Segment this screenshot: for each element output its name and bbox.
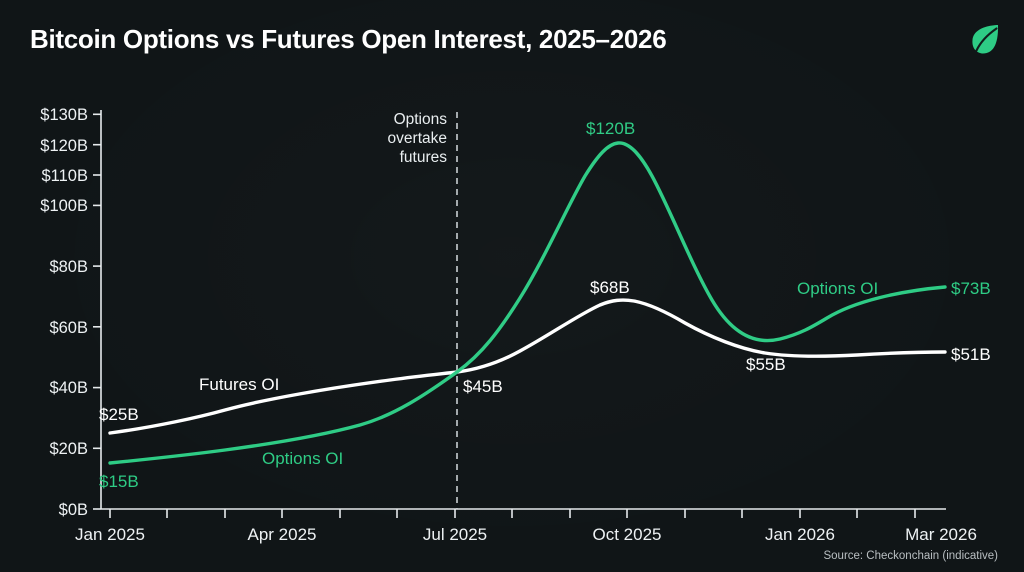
y-tick-label-130: $130B <box>40 106 88 124</box>
futures-oi-line <box>108 298 947 435</box>
overtake-note-line-2: overtake <box>388 130 447 147</box>
data-label-futures-trough: $55B <box>746 355 786 374</box>
options-oi-inline-label-left: Options OI <box>262 449 343 468</box>
data-label-futures-start: $25B <box>99 405 139 424</box>
futures-oi-inline-label: Futures OI <box>199 375 279 394</box>
options-oi-line <box>108 141 947 465</box>
data-label-options-start: $15B <box>99 472 139 491</box>
page-title: Bitcoin Options vs Futures Open Interest… <box>30 24 667 54</box>
x-tick-label-jul-2025: Jul 2025 <box>423 525 487 544</box>
overtake-note-line-1: Options <box>394 111 448 128</box>
y-tick-marks <box>93 113 101 510</box>
x-tick-label-oct-2025: Oct 2025 <box>593 525 662 544</box>
overtake-note-line-3: futures <box>400 149 448 166</box>
options-oi-inline-label-right: Options OI <box>797 279 878 298</box>
y-tick-label-100: $100B <box>40 197 88 215</box>
leaf-icon <box>972 25 999 54</box>
source-caption: Source: Checkonchain (indicative) <box>823 550 998 562</box>
data-label-options-peak: $120B <box>586 119 635 138</box>
x-tick-marks <box>109 509 916 518</box>
data-label-futures-peak: $68B <box>590 278 630 297</box>
y-tick-label-20: $20B <box>49 440 88 458</box>
x-tick-label-jan-2025: Jan 2025 <box>75 525 145 544</box>
x-tick-label-jan-2026: Jan 2026 <box>765 525 835 544</box>
y-tick-label-0: $0B <box>59 501 88 519</box>
data-label-crossover: $45B <box>463 377 503 396</box>
data-label-options-end: $73B <box>951 279 991 298</box>
y-tick-label-40: $40B <box>49 379 88 397</box>
x-tick-label-apr-2025: Apr 2025 <box>248 525 317 544</box>
y-tick-label-80: $80B <box>49 258 88 276</box>
y-tick-label-60: $60B <box>49 319 88 337</box>
y-tick-label-120: $120B <box>40 137 88 155</box>
y-tick-label-110: $110B <box>42 167 89 185</box>
x-tick-label-mar-2026: Mar 2026 <box>905 525 977 544</box>
data-label-futures-end: $51B <box>951 345 991 364</box>
